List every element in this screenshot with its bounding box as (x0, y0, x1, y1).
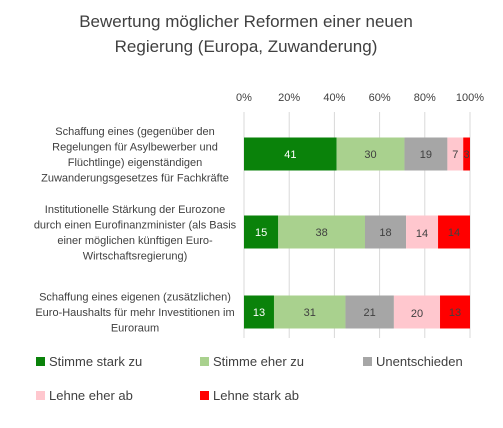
x-tick-label: 80% (414, 92, 436, 104)
bar-segment (278, 215, 365, 249)
bar-segment (336, 137, 405, 171)
bar-segment (244, 137, 337, 171)
data-label: 31 (304, 307, 316, 319)
chart-title-line-2: Regierung (Europa, Zuwanderung) (115, 37, 378, 56)
bar-segment (244, 215, 279, 249)
data-label: 14 (448, 227, 460, 239)
data-label: 7 (452, 149, 458, 161)
legend-label: Lehne eher ab (49, 388, 133, 403)
category-label: durch einen Eurofinanzminister (als Basi… (34, 219, 237, 231)
x-axis-ticks: 0% 20% 40% 60% 80% 100% (236, 92, 484, 104)
bar-segment (404, 137, 448, 171)
data-label: 18 (379, 227, 391, 239)
bar-segment (244, 295, 274, 329)
data-label: 19 (420, 149, 432, 161)
category-label: Institutionelle Stärkung der Eurozone (45, 204, 225, 216)
data-label: 41 (284, 149, 296, 161)
bar-segment (463, 137, 470, 171)
legend-swatch (36, 391, 45, 400)
chart-title-line-1: Bewertung möglicher Reformen einer neuen (79, 12, 413, 31)
data-label: 38 (315, 227, 327, 239)
data-label: 13 (449, 307, 461, 319)
legend: Stimme stark zu Stimme eher zu Unentschied… (36, 354, 463, 403)
data-label: 15 (255, 227, 267, 239)
bar-segment (438, 215, 470, 249)
data-label: 3 (464, 149, 470, 161)
category-label: Euroraum (111, 323, 159, 335)
legend-swatch (200, 391, 209, 400)
legend-swatch (36, 357, 45, 366)
legend-label: Stimme eher zu (213, 354, 304, 369)
x-tick-label: 0% (236, 92, 252, 104)
category-label: Euro-Haushalts für mehr Investitionen im (35, 307, 234, 319)
x-tick-label: 60% (369, 92, 391, 104)
data-label: 14 (416, 228, 428, 240)
bar-segment (345, 295, 394, 329)
bars: 41 30 19 7 3 15 38 18 14 14 13 31 21 20 13 (244, 137, 470, 329)
category-label: Schaffung eines eigenen (zusätzlichen) (39, 292, 231, 304)
data-label: 13 (253, 307, 265, 319)
category-label: Wirtschaftsregierung) (83, 250, 188, 262)
legend-label: Unentschieden (376, 354, 463, 369)
bar-segment (440, 295, 470, 329)
x-tick-label: 100% (456, 92, 484, 104)
data-label: 21 (364, 307, 376, 319)
bar-segment (393, 295, 441, 329)
category-labels: Schaffung eines (gegenüber den Regelungen… (34, 126, 237, 335)
legend-label: Lehne stark ab (213, 388, 299, 403)
legend-label: Stimme stark zu (49, 354, 142, 369)
x-tick-label: 40% (323, 92, 345, 104)
bar-segment (364, 215, 407, 249)
data-label: 20 (411, 308, 423, 320)
legend-swatch (363, 357, 372, 366)
bar-segment (406, 215, 439, 249)
category-label: Regelungen für Asylbewerber und (52, 141, 218, 153)
legend-swatch (200, 357, 209, 366)
data-label: 30 (364, 149, 376, 161)
x-tick-label: 20% (278, 92, 300, 104)
category-label: Flüchtlinge) eigenständigen (68, 157, 203, 169)
category-label: Zuwanderungsgesetzes für Fachkräfte (41, 172, 229, 184)
bar-segment (273, 295, 346, 329)
bar-segment (447, 137, 464, 171)
category-label: Schaffung eines (gegenüber den (55, 126, 214, 138)
category-label: einer möglichen künftigen Euro- (57, 235, 213, 247)
